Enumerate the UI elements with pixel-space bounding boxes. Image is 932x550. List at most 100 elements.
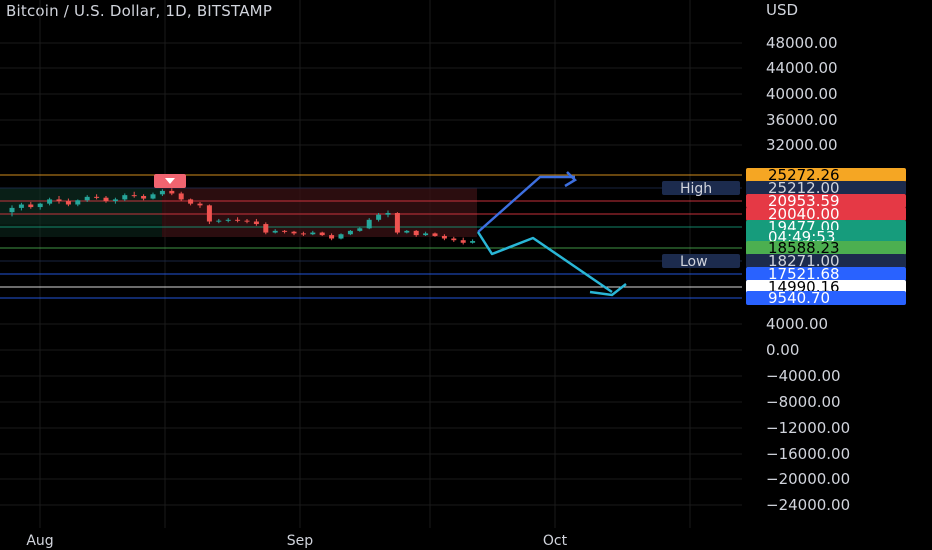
candle-body [65,201,71,205]
candle-body [37,203,43,208]
y-tick-label: −4000.00 [766,367,841,385]
candle-body [376,214,382,220]
y-tick-label: 44000.00 [766,59,838,77]
chart-title: Bitcoin / U.S. Dollar, 1D, BITSTAMP [6,2,273,20]
y-tick-label: 32000.00 [766,136,838,154]
down-arrow-glyph [165,178,175,184]
grid-lines [0,0,742,528]
candle-body [338,234,344,239]
currency-label: USD [766,1,798,19]
level-label-low: Low [680,254,708,270]
price-tag-bg [746,291,906,305]
candle-body [423,233,429,236]
price-tag-bg [746,230,906,244]
y-tick-label: −16000.00 [766,445,850,463]
candle-body [385,213,391,215]
candle-body [206,205,212,222]
candlestick-series [9,188,476,245]
candle-body [103,197,109,202]
candle-body [75,200,81,205]
candle-body [460,240,466,243]
candle-body [282,230,288,232]
candle-body [18,204,24,208]
shaded-zones [0,187,477,237]
candle-body [244,220,250,222]
price-tag-bg [746,254,906,268]
candle-body [366,219,372,229]
green-zone-lower [0,224,162,237]
candle-body [432,233,438,236]
price-tag-value: 20040.00 [768,205,840,223]
price-tag-value: 25212.00 [768,179,840,197]
candle-body [131,195,137,197]
candle-body [94,196,100,198]
candle-body [451,238,457,241]
bearish-arrowhead [589,283,627,297]
candle-body [84,196,90,201]
candle-body [413,230,419,236]
candle-body [347,230,353,235]
y-tick-label: −8000.00 [766,393,841,411]
price-tag-bg [746,181,906,195]
projection-arrows [476,171,627,297]
y-tick-label: −24000.00 [766,496,850,514]
bearish-projection-arrow [476,231,613,294]
candle-body [9,207,15,213]
price-tags: 25272.2625212.00High20953.5920040.001947… [662,166,906,307]
candle-body [253,221,259,225]
time-axis: Aug Sep Oct [26,533,567,549]
candle-body [47,199,53,204]
price-tag-value: 18588.23 [768,239,840,257]
bullish-projection-arrow [477,175,575,233]
price-tag-value: 17521.68 [768,265,840,283]
candle-body [300,233,306,235]
candle-body [319,232,325,236]
y-tick-label: 48000.00 [766,34,838,52]
level-label-high: High [680,181,712,197]
candle-body [291,231,297,234]
horizontal-level-lines [0,174,742,299]
candle-body [56,199,62,202]
y-tick-label: −20000.00 [766,470,850,488]
signal-markers [154,174,186,188]
candle-body [235,219,241,221]
y-tick-label: 36000.00 [766,111,838,129]
candle-body [357,228,363,231]
candle-body [28,204,34,208]
x-tick-label: Sep [287,533,314,549]
price-tag-value: 20953.59 [768,192,840,210]
candle-body [141,196,147,199]
candle-body [112,199,118,202]
candle-body [272,230,278,233]
price-tag-bg [746,207,906,221]
price-tag-value: 25272.26 [768,166,840,184]
candle-body [197,203,203,206]
price-tag-value: 9540.70 [768,289,830,307]
y-tick-label: 4000.00 [766,315,828,333]
red-zone [162,187,477,237]
bullish-arrowhead [564,171,578,188]
candle-body [470,241,476,243]
price-tag-bg [746,168,906,182]
y-tick-label: 40000.00 [766,85,838,103]
green-zone [0,187,162,225]
candle-body [404,230,410,233]
candle-body [263,224,269,233]
candle-body [150,194,156,199]
candle-body [394,213,400,233]
candle-body [310,232,316,235]
y-tick-label: −12000.00 [766,419,850,437]
x-tick-label: Aug [26,533,53,549]
candle-body [329,235,335,239]
y-tick-label: 0.00 [766,341,799,359]
price-tag-bg [746,267,906,281]
level-label-bg [662,181,740,195]
price-tag-bg [746,194,906,208]
price-tag-value: 18271.00 [768,252,840,270]
candle-body [122,195,128,200]
candle-body [216,220,222,222]
x-tick-label: Oct [543,533,568,549]
candle-body [178,193,184,200]
price-tag-bg [746,280,906,294]
